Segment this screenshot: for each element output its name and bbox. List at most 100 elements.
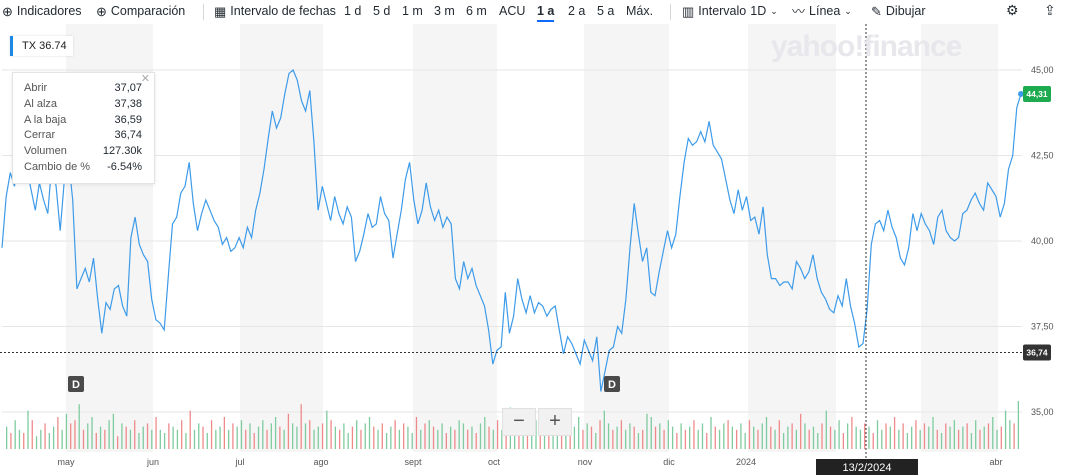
share-icon[interactable]: ⇪ bbox=[1044, 2, 1056, 18]
volume-bar bbox=[381, 423, 383, 449]
volume-bar bbox=[919, 429, 921, 449]
volume-bar bbox=[846, 423, 849, 449]
volume-bar bbox=[454, 429, 456, 449]
range-3m[interactable]: 3 m bbox=[434, 4, 455, 18]
month-shade bbox=[748, 24, 836, 452]
volume-bar bbox=[881, 429, 883, 449]
volume-bar bbox=[467, 429, 469, 449]
range-ytd[interactable]: ACU bbox=[499, 4, 526, 18]
zoom-out-button[interactable]: − bbox=[502, 408, 536, 436]
volume-bar bbox=[48, 433, 50, 449]
volume-bar bbox=[1004, 410, 1007, 449]
volume-bar bbox=[659, 423, 661, 449]
volume-bar bbox=[10, 433, 12, 449]
tooltip-row: Volumen 127.30k bbox=[13, 144, 154, 160]
volume-bar bbox=[701, 423, 704, 449]
volume-bar bbox=[219, 426, 221, 449]
date-interval-button[interactable]: ▦ Intervalo de fechas bbox=[214, 4, 336, 18]
tooltip-row-label: Cambio de % bbox=[24, 160, 91, 173]
volume-bar bbox=[185, 433, 187, 449]
close-icon[interactable]: ✕ bbox=[140, 73, 150, 85]
yahoo-finance-watermark: yahoo!finance bbox=[771, 30, 962, 63]
volume-bar bbox=[522, 423, 524, 449]
x-tick-label: abr bbox=[989, 457, 1002, 467]
volume-bar bbox=[326, 410, 328, 449]
volume-bar bbox=[915, 420, 917, 449]
volume-bar bbox=[607, 423, 610, 449]
chart-type-button[interactable]: 〰 Línea ⌄ bbox=[792, 4, 852, 18]
toolbar-divider bbox=[203, 4, 204, 20]
volume-bar bbox=[825, 410, 827, 449]
volume-bar bbox=[61, 429, 63, 449]
tooltip-row-value: 36,59 bbox=[114, 113, 142, 126]
chart-type-label: Línea bbox=[809, 4, 841, 18]
indicators-label: Indicadores bbox=[16, 4, 82, 18]
volume-bar bbox=[573, 426, 576, 449]
tooltip-row-value: -6.54% bbox=[107, 160, 142, 173]
range-5d[interactable]: 5 d bbox=[373, 4, 391, 18]
volume-bar bbox=[155, 417, 157, 449]
price-chart[interactable]: 45,00 42,50 40,00 37,50 35,00 may jun jul ago se… bbox=[0, 24, 1073, 475]
volume-bar bbox=[731, 426, 734, 449]
volume-bar bbox=[206, 433, 208, 449]
volume-bar bbox=[181, 420, 183, 449]
volume-bar bbox=[292, 423, 294, 449]
volume-bar bbox=[360, 429, 362, 449]
range-max[interactable]: Máx. bbox=[626, 4, 654, 18]
volume-bar bbox=[449, 426, 452, 449]
range-1m[interactable]: 1 m bbox=[402, 4, 423, 18]
volume-bar bbox=[992, 417, 994, 449]
volume-bar bbox=[129, 429, 132, 449]
volume-bar bbox=[23, 433, 25, 449]
chevron-down-icon: ⌄ bbox=[770, 5, 778, 16]
tooltip-row-value: 36,74 bbox=[114, 129, 142, 142]
range-6m[interactable]: 6 m bbox=[466, 4, 487, 18]
volume-bar bbox=[458, 420, 460, 449]
indicators-button[interactable]: ⊕ Indicadores bbox=[2, 4, 82, 18]
range-1d[interactable]: 1 d bbox=[344, 4, 362, 18]
grid-lines bbox=[2, 69, 1022, 413]
volume-bar bbox=[680, 423, 682, 449]
volume-bar bbox=[791, 423, 793, 449]
dividend-marker-label: D bbox=[72, 379, 80, 391]
volume-bar bbox=[727, 420, 729, 449]
volume-bar bbox=[936, 429, 938, 449]
volume-bar bbox=[923, 423, 926, 449]
zoom-in-button[interactable]: + bbox=[538, 408, 572, 436]
volume-bar bbox=[842, 433, 845, 449]
volume-bar bbox=[829, 426, 832, 449]
volume-bar bbox=[151, 429, 153, 449]
price-line bbox=[1, 69, 1022, 392]
volume-bar bbox=[740, 423, 742, 449]
volume-bar bbox=[671, 426, 674, 449]
ticker-label[interactable]: TX 36.74 bbox=[10, 36, 73, 56]
comparison-button[interactable]: ⊕ Comparación bbox=[96, 4, 185, 18]
y-axis-ticks: 45,00 42,50 40,00 37,50 35,00 bbox=[1031, 65, 1054, 417]
volume-bar bbox=[876, 420, 879, 449]
range-2y[interactable]: 2 a bbox=[568, 4, 586, 18]
last-price-box bbox=[1023, 85, 1051, 102]
volume-bar bbox=[689, 426, 691, 449]
volume-bar bbox=[616, 426, 618, 449]
month-shade bbox=[413, 24, 497, 452]
volume-bar bbox=[146, 423, 149, 449]
range-1y[interactable]: 1 a bbox=[537, 4, 555, 22]
volume-bar bbox=[505, 426, 507, 449]
draw-button[interactable]: ✎ Dibujar bbox=[871, 4, 926, 18]
gear-icon[interactable]: ⚙ bbox=[1006, 2, 1019, 18]
volume-bar bbox=[718, 429, 721, 449]
volume-bar bbox=[765, 417, 768, 449]
pencil-icon: ✎ bbox=[871, 3, 882, 19]
range-5y[interactable]: 5 a bbox=[597, 4, 615, 18]
volume-bar bbox=[223, 417, 226, 449]
volume-bar bbox=[893, 417, 896, 449]
volume-bar bbox=[800, 413, 802, 449]
volume-bar bbox=[172, 426, 174, 449]
volume-bar bbox=[966, 423, 968, 449]
volume-bar bbox=[104, 429, 106, 449]
interval-button[interactable]: ▥ Intervalo 1D ⌄ bbox=[682, 4, 778, 18]
volume-bar bbox=[338, 429, 341, 449]
volume-bar bbox=[108, 420, 110, 449]
volume-bar bbox=[590, 426, 593, 449]
volume-bar bbox=[304, 423, 307, 449]
